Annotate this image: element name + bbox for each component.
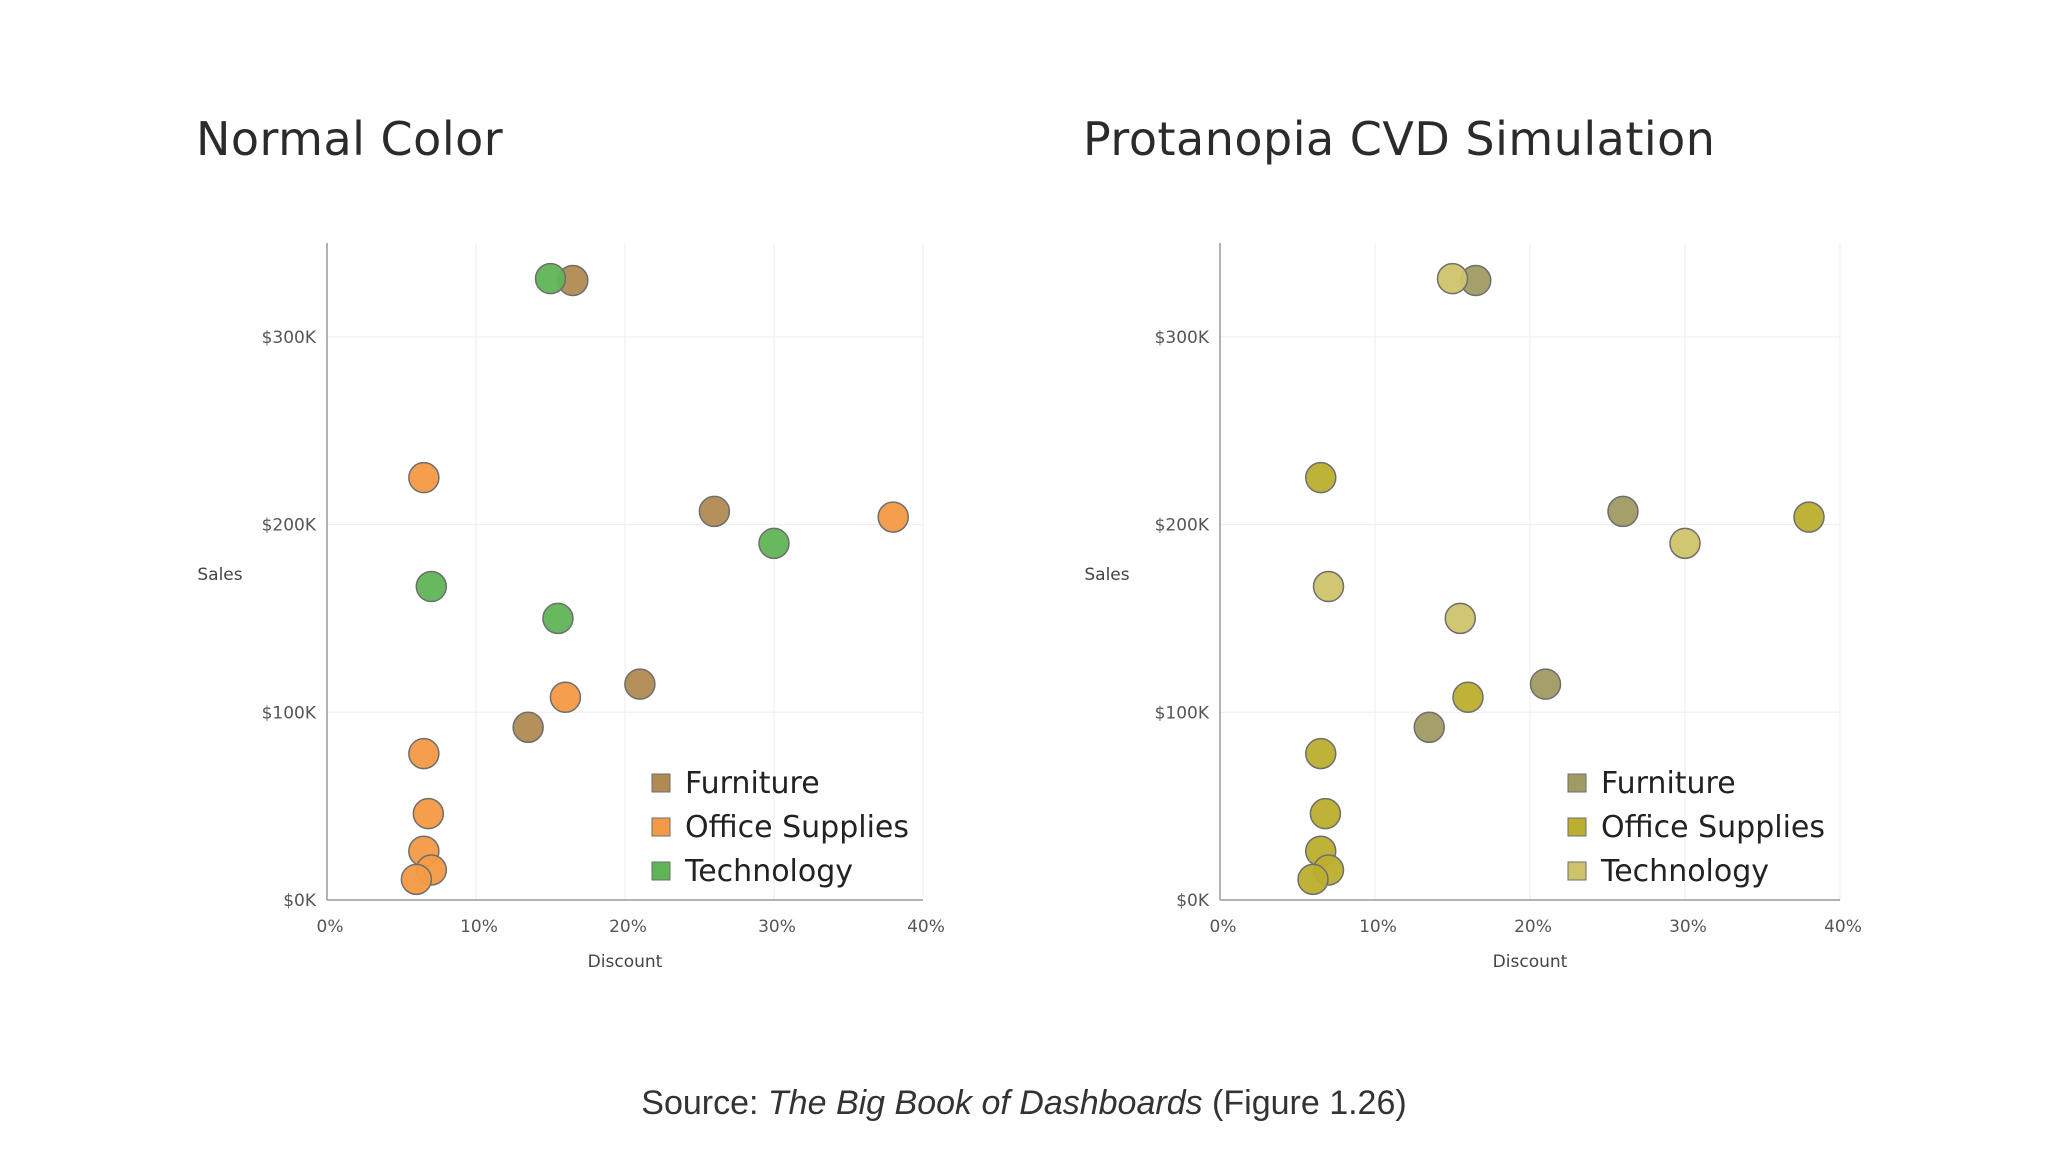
chart-title-normal: Normal Color: [196, 112, 504, 166]
y-axis-label: Sales: [1084, 565, 1129, 585]
y-tick-label: $200K: [262, 516, 317, 536]
legend-swatch: [1567, 773, 1587, 793]
source-prefix: Source:: [641, 1084, 768, 1122]
data-point: [1793, 501, 1825, 533]
x-tick-label: 0%: [317, 917, 344, 937]
data-point: [408, 461, 440, 494]
x-tick-label: 20%: [609, 917, 647, 937]
y-tick-label: $100K: [262, 703, 317, 723]
legend-swatch: [1567, 861, 1587, 881]
source-book-title: The Big Book of Dashboards: [767, 1084, 1203, 1122]
data-point: [1413, 711, 1445, 744]
y-tick-label: $100K: [1155, 703, 1210, 723]
legend-label: Technology: [684, 854, 853, 889]
source-caption: Source: The Big Book of Dashboards (Figu…: [0, 1084, 2048, 1123]
data-point: [698, 495, 731, 528]
data-point: [408, 737, 440, 770]
data-point: [1305, 461, 1337, 494]
data-point: [758, 527, 790, 560]
data-point: [1607, 495, 1639, 528]
legend-swatch: [651, 861, 671, 881]
legend-label: Furniture: [1601, 766, 1736, 801]
data-point: [1297, 863, 1329, 896]
y-tick-label: $0K: [283, 891, 317, 911]
legend-label: Furniture: [685, 766, 820, 801]
data-point: [1312, 570, 1345, 603]
legend-label: Office Supplies: [1601, 810, 1825, 845]
x-tick-label: 40%: [907, 917, 945, 937]
x-tick-label: 30%: [1669, 917, 1707, 937]
x-tick-label: 0%: [1210, 917, 1237, 937]
x-tick-label: 40%: [1824, 917, 1862, 937]
data-point: [412, 797, 445, 830]
legend-swatch: [1567, 817, 1587, 837]
source-suffix: (Figure 1.26): [1202, 1084, 1407, 1122]
legend-label: Office Supplies: [685, 810, 909, 845]
data-point: [1529, 668, 1562, 700]
x-tick-label: 10%: [1359, 917, 1397, 937]
legend-swatch: [651, 773, 671, 793]
legend-label: Technology: [1600, 854, 1769, 889]
y-tick-label: $300K: [262, 328, 317, 348]
x-tick-label: 20%: [1514, 917, 1552, 937]
legend-swatch: [651, 817, 671, 837]
data-point: [512, 711, 544, 744]
y-tick-label: $0K: [1176, 891, 1210, 911]
x-axis-label: Discount: [1493, 952, 1568, 972]
data-point: [1444, 602, 1476, 635]
data-point: [534, 262, 567, 295]
data-point: [624, 668, 656, 700]
x-axis-label: Discount: [588, 952, 663, 972]
data-point: [1305, 737, 1337, 770]
data-point: [549, 681, 582, 714]
y-tick-label: $200K: [1155, 516, 1210, 536]
data-point: [1669, 527, 1701, 560]
x-tick-label: 10%: [460, 917, 498, 937]
y-tick-label: $300K: [1155, 328, 1210, 348]
data-point: [415, 570, 448, 603]
x-tick-label: 30%: [758, 917, 796, 937]
data-point: [877, 501, 909, 533]
data-point: [542, 602, 574, 635]
data-point: [400, 863, 433, 896]
chart-title-protanopia: Protanopia CVD Simulation: [1083, 112, 1716, 166]
data-point: [1309, 797, 1342, 830]
y-axis-label: Sales: [197, 565, 242, 585]
data-point: [1452, 681, 1484, 714]
data-point: [1436, 262, 1469, 295]
